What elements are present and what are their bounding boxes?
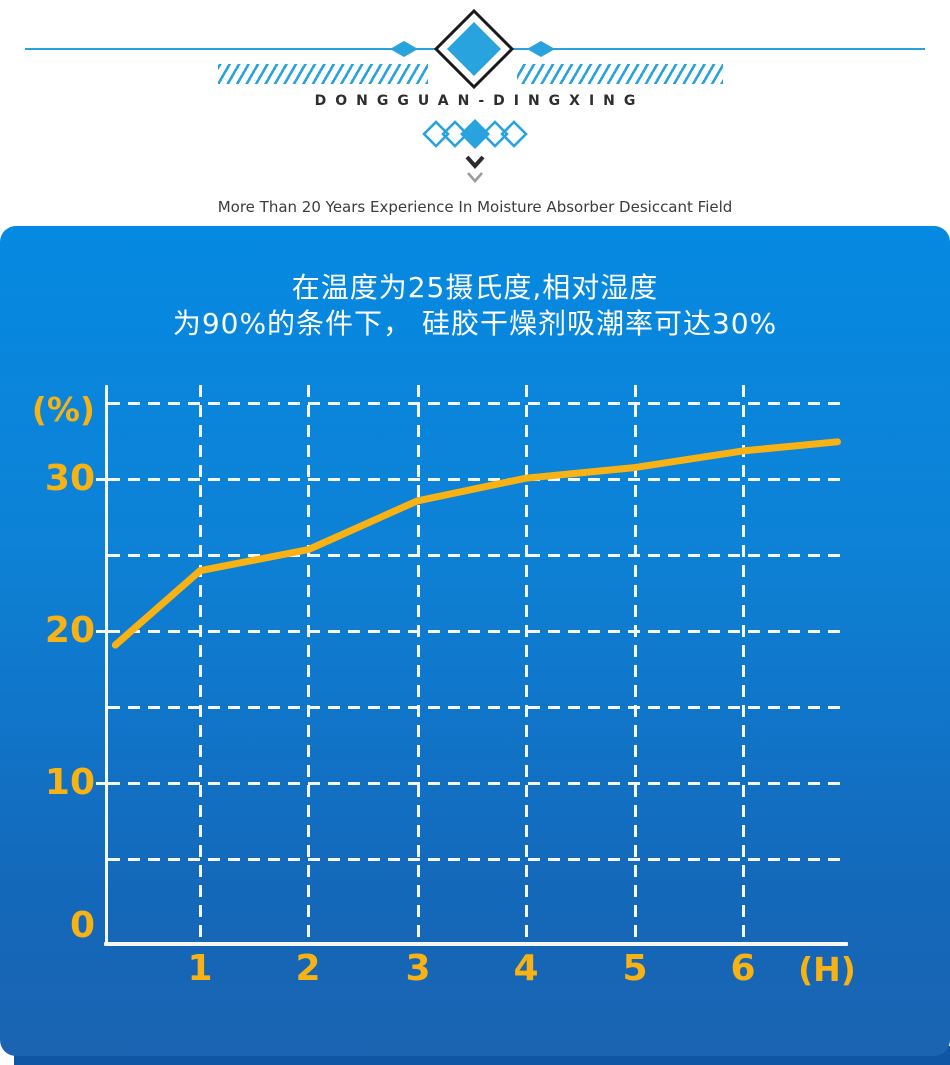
gridline-v-2 [307,385,310,941]
x-tick-label-1: 1 [187,948,213,989]
y-tick-label-10: 10 [44,762,95,803]
x-axis-unit-label: (H) [798,950,856,989]
gridline-h-25 [108,554,843,557]
header-rule-diamond-icon [25,8,925,90]
x-tick-label-3: 3 [405,948,431,989]
chevron-down-dark-icon [465,155,485,170]
gridline-h-5 [108,858,843,861]
y-tick-20 [96,630,107,633]
x-tick-label-4: 4 [513,948,539,989]
brand-text: DONGGUAN-DINGXING [314,93,645,109]
chevron-down-gray-icon [467,172,483,183]
gridline-v-1 [199,385,202,941]
chart-panel [0,226,950,1056]
x-axis [104,942,848,946]
x-tick-label-5: 5 [622,948,648,989]
gridline-h-20 [108,630,843,633]
small-diamond-left-icon [390,41,418,57]
y-tick-label-30: 30 [44,458,95,499]
tagline-text: More Than 20 Years Experience In Moistur… [217,198,733,216]
x-tick-label-6: 6 [730,948,756,989]
gridline-h-35 [108,402,843,405]
gridline-h-15 [108,706,843,709]
big-diamond-fill-icon [447,22,501,76]
y-tick-10 [96,782,107,785]
y-axis [105,385,108,946]
gridline-h-30 [108,478,843,481]
gridline-h-10 [108,782,843,785]
gridline-v-6 [742,385,745,941]
hatch-stripes-right-icon [517,64,723,84]
gridline-v-4 [525,385,528,941]
y-tick-30 [96,478,107,481]
y-axis-unit-label: (%) [31,390,95,429]
small-diamond-right-icon [527,41,555,57]
chart-title-line2: 为90%的条件下， 硅胶干燥剂吸潮率可达30% [172,307,778,340]
y-tick-label-20: 20 [44,610,95,651]
y-tick-label-0: 0 [69,905,95,946]
diamond-chain-icon [422,119,528,183]
gridline-v-5 [634,385,637,941]
gridline-v-3 [417,385,420,941]
chart-title-line1: 在温度为25摄氏度,相对湿度 [291,271,659,304]
hatch-stripes-left-icon [218,64,428,84]
x-tick-label-2: 2 [295,948,321,989]
